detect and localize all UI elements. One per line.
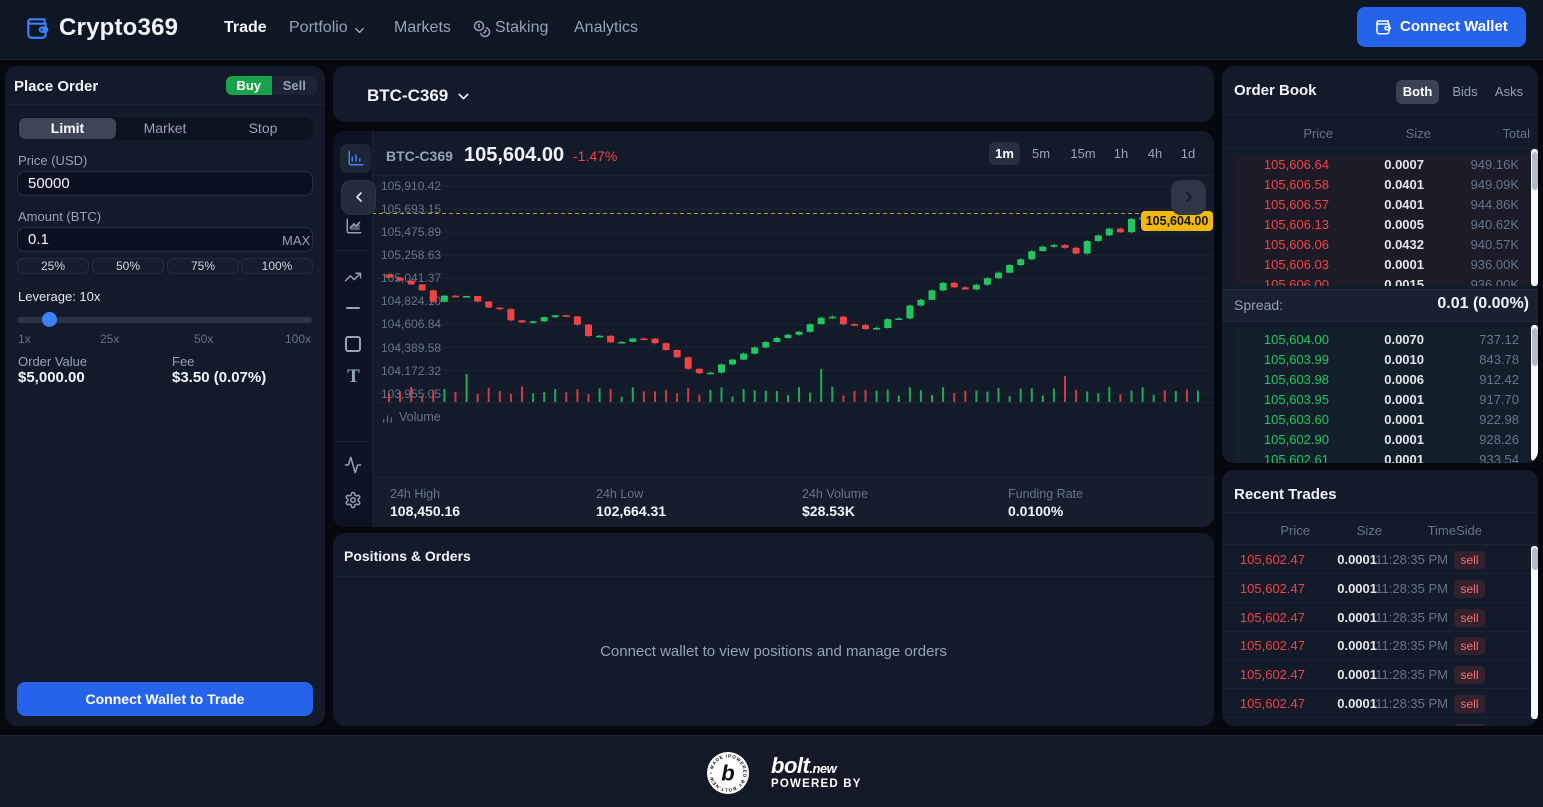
svg-text:b: b — [721, 761, 734, 786]
